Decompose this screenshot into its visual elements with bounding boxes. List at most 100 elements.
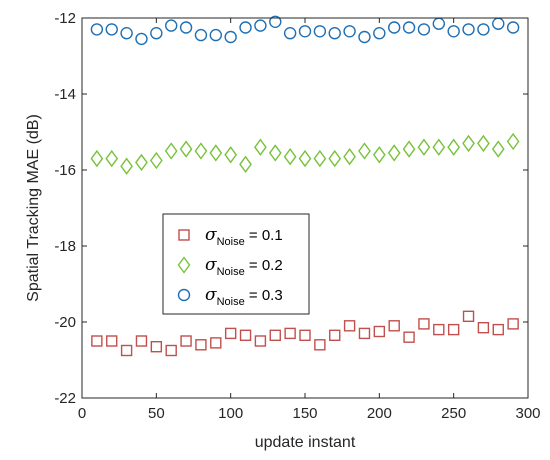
data-point [135,153,148,172]
data-point [314,339,326,351]
data-point [164,142,178,160]
data-point [254,138,267,156]
data-point [254,335,267,347]
data-point [462,134,475,153]
legend-entry-label: σNoise = 0.1 [205,225,283,248]
data-point [165,344,177,357]
data-point [268,144,282,162]
y-tick-label: -22 [54,390,76,407]
data-point [402,21,416,34]
data-point [388,320,400,332]
data-point [209,28,223,42]
data-point [417,138,431,156]
data-point [105,149,119,168]
y-tick-label: -16 [54,162,76,179]
data-point [358,142,371,160]
data-point [418,318,430,330]
legend-marker [177,256,191,274]
data-point [343,25,356,38]
data-point [195,339,207,351]
data-point [135,335,148,347]
legend-marker [178,229,190,241]
data-point [432,138,446,156]
data-point [402,140,416,158]
data-point [313,25,327,38]
data-point [150,27,163,40]
x-tick-label: 250 [441,405,466,422]
data-point [210,337,222,349]
data-point [447,25,460,38]
y-axis-label: Spatial Tracking MAE (dB) [25,114,42,302]
data-point [269,329,281,341]
data-point [120,27,133,40]
data-point [120,344,133,357]
legend-entry-label: σNoise = 0.3 [205,285,283,308]
data-point [106,335,118,347]
data-point [388,21,401,34]
data-point [433,323,445,336]
data-point [90,23,104,36]
y-tick-label: -14 [54,86,76,103]
data-point [224,146,238,164]
y-tick-label: -12 [54,10,76,27]
x-tick-label: 150 [292,405,317,422]
data-point [507,318,519,330]
data-point [403,331,415,343]
data-point [447,138,461,156]
data-point [298,25,312,38]
data-point [447,323,460,336]
data-point [179,140,193,158]
data-point [329,329,341,341]
x-tick-label: 100 [218,405,243,422]
data-marks [90,15,520,357]
data-point [283,148,297,166]
x-axis-label: update instant [255,434,356,451]
data-point [387,144,401,162]
data-point [491,140,505,158]
data-point [477,134,490,153]
data-point [269,15,282,28]
x-tick-label: 0 [78,405,86,422]
data-point [209,144,223,162]
legend: σNoise = 0.1 σNoise = 0.2 σNoise = 0.3 [162,213,310,315]
data-point [150,341,163,353]
y-tick-label: -20 [54,314,76,331]
y-tick-label: -18 [54,238,76,255]
data-point [328,149,342,168]
data-point [135,32,148,46]
data-point [284,327,296,340]
data-point [105,23,118,36]
data-point [417,23,431,36]
data-point [194,142,208,160]
data-point [506,21,520,34]
data-point [358,30,371,44]
legend-marker [177,288,191,302]
data-point [149,151,163,170]
series-3 [90,15,520,46]
data-point [224,30,237,44]
data-point [373,27,386,40]
data-point [462,23,475,36]
data-point [343,320,356,332]
data-point [120,157,133,175]
data-point [328,27,341,40]
x-tick-label: 200 [367,405,392,422]
data-point [239,155,252,173]
data-point [239,21,252,34]
axes: 0 50 100 150 200 250 300 -22 -20 -18 -16 -14 -12 [54,10,540,422]
data-point [179,21,193,34]
data-point [90,149,104,168]
data-point [373,325,386,338]
data-point [372,146,386,164]
x-tick-label: 50 [148,405,165,422]
data-point [194,28,208,42]
data-point [477,23,490,36]
series-1 [91,310,519,357]
plot-area [82,18,528,398]
data-point [343,148,356,166]
data-point [506,132,520,151]
data-point [477,322,490,334]
data-point [313,149,327,168]
data-point [462,310,475,322]
